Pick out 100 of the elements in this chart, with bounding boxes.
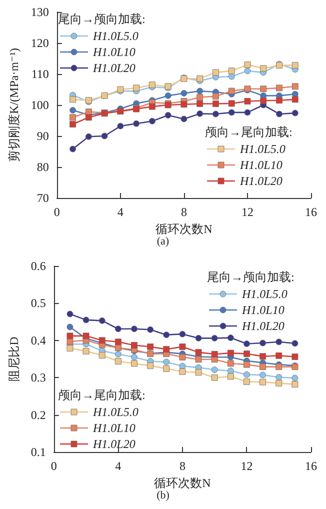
x-tick-label: 0 [54,205,60,219]
point [131,360,138,367]
legend-label: H1.0L10 [239,158,282,172]
legend-label: H1.0L10 [241,303,284,317]
point [292,381,298,388]
point [276,380,282,386]
point [98,352,106,358]
point [227,368,234,374]
point [98,337,106,344]
point [163,332,170,338]
point [131,342,138,348]
point [227,350,234,356]
point [70,96,76,103]
point [228,73,235,80]
point [179,354,186,360]
point [180,90,188,96]
point [260,364,266,370]
point [147,326,154,333]
point [164,92,172,99]
point [114,358,122,364]
point [228,88,235,94]
point [179,330,186,338]
y-tick-label: 0.2 [30,408,46,422]
point [133,120,140,127]
point [66,332,74,340]
point [292,354,298,360]
point [244,62,251,68]
point [117,122,124,130]
point [276,338,282,346]
point [244,371,250,378]
y-tick-label: 70 [36,191,49,205]
x-tick-label: 16 [305,459,317,473]
point [260,86,267,92]
annotation: 尾向→颅向加载: [58,12,146,26]
point [195,369,202,376]
point [179,344,186,350]
point [114,350,122,358]
point [85,114,92,121]
legend-label: H1.0L20 [239,174,282,188]
text: (a) [156,236,170,248]
y-tick-label: 110 [31,67,49,81]
y-tick-label: 90 [36,129,49,143]
point [227,334,234,341]
y-axis-title: 剪切刚度K/(MPa·m⁻¹) [7,48,21,162]
point [114,326,122,332]
legend-label: H1.0L10 [92,45,136,59]
annotation: 尾向→颅向加载: [207,270,294,284]
point [180,116,188,122]
point [211,374,218,381]
point [211,366,218,373]
legend-label: H1.0L5.0 [92,29,138,43]
point [276,352,282,359]
annotation: 颅向→尾向加载: [58,388,146,402]
point [196,88,204,94]
point [276,84,282,92]
legend-label: H1.0L20 [92,61,136,75]
y-tick-label: 100 [30,98,49,112]
point [101,132,108,140]
point [70,114,76,121]
legend-label: H1.0L20 [92,437,136,451]
point [212,110,219,118]
point [196,94,204,100]
point [196,100,204,107]
point [244,340,250,347]
point [163,365,170,372]
point [227,360,234,367]
point [114,338,122,346]
y-tick-label: 0.5 [30,296,46,310]
point [212,100,219,107]
legend-label: H1.0L5.0 [92,405,138,419]
point [163,346,170,353]
point [260,340,266,346]
point [196,75,204,82]
point [82,316,90,324]
point [276,110,282,118]
legend-label: H1.0L10 [92,421,136,435]
point [212,69,219,76]
point [227,373,234,380]
point [260,372,266,378]
point [276,364,282,370]
point [82,348,90,354]
x-axis-title: 循环次数N [156,222,213,236]
y-tick-label: 0.3 [30,370,46,385]
x-tick-label: 8 [179,459,186,473]
point [70,146,76,152]
point [292,374,298,382]
point [131,354,138,360]
point [98,317,106,324]
point [228,100,235,107]
point [211,350,218,358]
y-tick-label: 130 [30,5,49,19]
x-tick-label: 8 [180,205,187,219]
point [179,368,186,375]
point [292,62,298,69]
point [244,109,251,116]
point [164,112,172,118]
point [292,83,298,90]
point [228,109,235,116]
point [195,334,202,342]
point [244,98,251,104]
